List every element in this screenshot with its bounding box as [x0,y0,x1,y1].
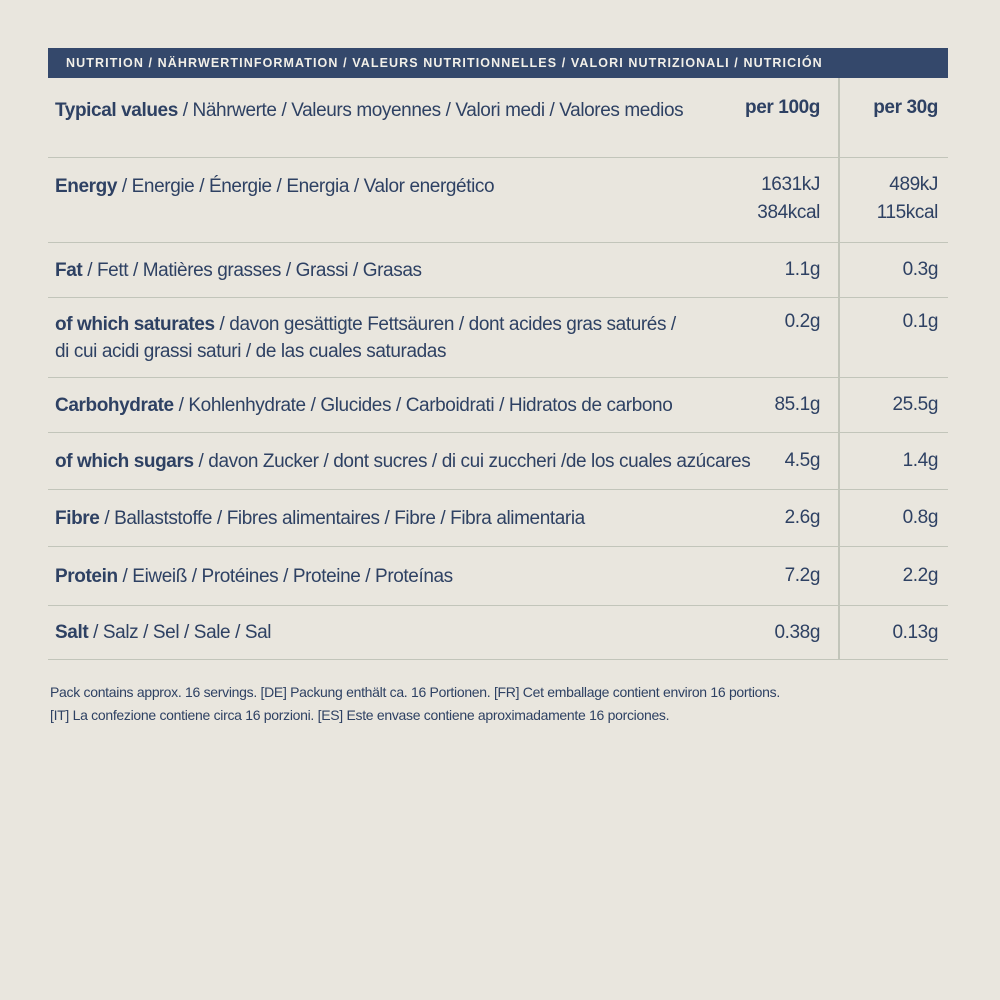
value-per-100g: 0.2g [784,311,821,332]
value-per-30g: 25.5g [892,394,938,415]
row-label-bold: Salt [55,622,89,643]
row-label: Salt / Salz / Sel / Sale / Sal [48,619,948,646]
servings-note-line2: [IT] La confezione contiene circa 16 por… [50,707,670,723]
row-label-bold: of which sugars [55,450,194,472]
row-label-rest: / davon Zucker / dont sucres / di cui zu… [198,450,751,472]
table-row-fibre: Fibre / Ballaststoffe / Fibres alimentai… [48,490,948,547]
row-label-rest: / Salz / Sel / Sale / Sal [93,622,272,643]
row-label-bold: Protein [55,565,118,587]
value-per-100g: 4.5g [784,450,821,471]
row-label-bold: of which saturates [55,313,215,335]
value-kcal: 384kcal [757,202,820,223]
value-per-30g: 2.2g [902,565,939,586]
value-per-30g: 489kJ 115kcal [876,171,939,227]
value-per-30g: 0.1g [902,311,939,332]
typical-values-label-bold: Typical values [55,100,178,121]
table-row-energy: Energy / Energie / Énergie / Energia / V… [48,158,948,243]
table-row-protein: Protein / Eiweiß / Protéines / Proteine … [48,547,948,606]
row-label-rest: / Energie / Énergie / Energia / Valor en… [121,176,495,197]
nutrition-header-title: NUTRITION / NÄHRWERTINFORMATION / VALEUR… [66,56,823,70]
nutrition-header-bar: NUTRITION / NÄHRWERTINFORMATION / VALEUR… [48,48,948,78]
table-row-saturates: of which saturates / davon gesättigte Fe… [48,298,948,378]
row-label-bold: Fibre [55,507,100,529]
table-row-carbohydrate: Carbohydrate / Kohlenhydrate / Glucides … [48,378,948,433]
value-per-30g: 0.8g [902,507,939,528]
row-label: Fat / Fett / Matières grasses / Grassi /… [48,257,948,284]
value-per-100g: 1.1g [784,259,821,280]
row-label-bold: Fat [55,259,83,281]
row-label-bold: Carbohydrate [55,394,174,416]
row-label-rest: / Ballaststoffe / Fibres alimentaires / … [104,507,585,529]
row-label: of which sugars / davon Zucker / dont su… [48,448,948,475]
table-row-salt: Salt / Salz / Sel / Sale / Sal 0.38g 0.1… [48,606,948,660]
row-label-rest: / davon gesättigte Fettsäuren / dont aci… [219,313,677,335]
value-per-30g: 1.4g [902,450,939,471]
row-label: Carbohydrate / Kohlenhydrate / Glucides … [48,392,948,419]
value-per-100g: 2.6g [784,507,821,528]
servings-note-line1: Pack contains approx. 16 servings. [DE] … [50,684,780,700]
typical-values-label-rest: / Nährwerte / Valeurs moyennes / Valori … [182,100,684,121]
nutrition-label: NUTRITION / NÄHRWERTINFORMATION / VALEUR… [48,48,948,727]
row-label-rest: / Eiweiß / Protéines / Proteine / Proteí… [122,565,454,587]
row-label: Fibre / Ballaststoffe / Fibres alimentai… [48,505,948,532]
value-kj: 489kJ [889,174,938,195]
value-per-100g: 0.38g [774,621,820,643]
column-header-per-30g: per 30g [873,97,938,118]
row-label: of which saturates / davon gesättigte Fe… [48,311,948,365]
row-label-rest: / Kohlenhydrate / Glucides / Carboidrati… [178,394,673,416]
column-divider [838,78,840,660]
value-per-100g: 1631kJ 384kcal [757,171,820,227]
row-label-bold: Energy [55,176,118,197]
row-label-rest: / Fett / Matières grasses / Grassi / Gra… [87,259,422,281]
row-label: Protein / Eiweiß / Protéines / Proteine … [48,563,948,590]
value-kj: 1631kJ [761,174,820,195]
value-per-100g: 7.2g [784,565,821,586]
value-per-30g: 0.3g [902,259,939,280]
value-per-30g: 0.13g [892,621,938,643]
value-kcal: 115kcal [876,202,939,223]
nutrition-table: Typical values / Nährwerte / Valeurs moy… [48,78,948,660]
value-per-100g: 85.1g [774,394,820,415]
table-row-fat: Fat / Fett / Matières grasses / Grassi /… [48,243,948,298]
row-label: Energy / Energie / Énergie / Energia / V… [48,158,948,200]
row-label-rest-line2: di cui acidi grassi saturi / de las cual… [55,340,447,362]
table-row-sugars: of which sugars / davon Zucker / dont su… [48,433,948,490]
servings-note: Pack contains approx. 16 servings. [DE] … [48,681,948,727]
column-header-per-100g: per 100g [745,97,820,118]
typical-values-label: Typical values / Nährwerte / Valeurs moy… [48,78,948,124]
table-header-row: Typical values / Nährwerte / Valeurs moy… [48,78,948,158]
